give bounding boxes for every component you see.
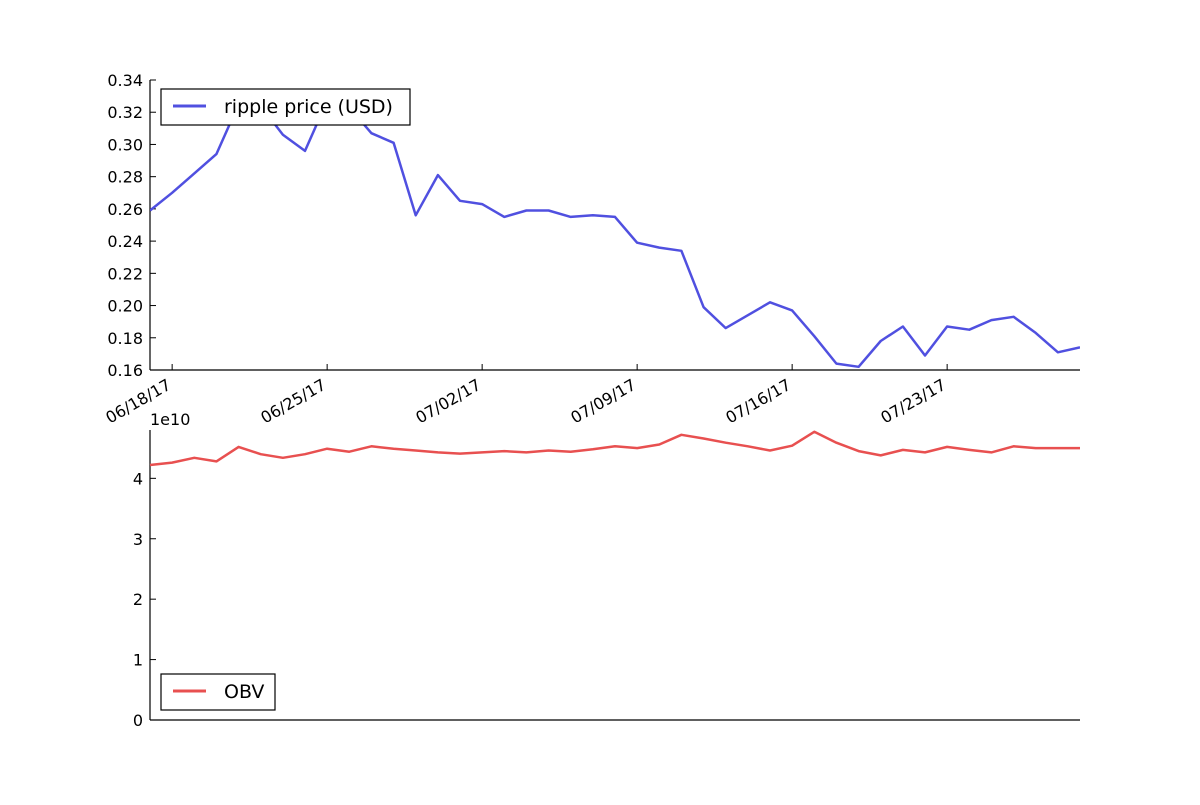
obv-y-tick-label: 1: [133, 651, 143, 670]
price-x-tick-label: 07/02/17: [412, 375, 484, 427]
obv-y-tick-label: 4: [133, 469, 143, 488]
price-y-tick-label: 0.34: [107, 71, 143, 90]
price-y-tick-label: 0.18: [107, 329, 143, 348]
price-line: [150, 99, 1080, 369]
price-panel: 0.16 0.18 0.20 0.22 0.24 0.26 0.28 0.30 0.32 0.34…: [102, 71, 1080, 427]
obv-legend: OBV: [160, 673, 276, 711]
obv-y-tick-label: 0: [133, 711, 143, 730]
obv-panel: 0 1 2 3 4 1e10 OBV: [133, 410, 1080, 730]
price-legend: ripple price (USD): [160, 88, 411, 126]
price-y-tick-label: 0.20: [107, 297, 143, 316]
price-y-ticks: 0.16 0.18 0.20 0.22 0.24 0.26 0.28 0.30 0.32 0.34: [107, 71, 156, 380]
obv-exponent-label: 1e10: [150, 410, 190, 429]
price-y-tick-label: 0.28: [107, 168, 143, 187]
price-y-tick-label: 0.22: [107, 264, 143, 283]
obv-y-ticks: 0 1 2 3 4: [133, 469, 156, 730]
price-x-ticks: 06/18/17 06/25/17 07/02/17 07/09/17 07/16/17…: [102, 364, 949, 427]
price-y-tick-label: 0.24: [107, 232, 143, 251]
price-series: [150, 99, 1080, 369]
price-y-tick-label: 0.16: [107, 361, 143, 380]
obv-y-tick-label: 3: [133, 530, 143, 549]
price-y-tick-label: 0.32: [107, 103, 143, 122]
price-y-tick-label: 0.30: [107, 135, 143, 154]
price-y-tick-label: 0.26: [107, 200, 143, 219]
price-x-tick-label: 07/23/17: [877, 375, 949, 427]
price-x-tick-label: 06/25/17: [257, 375, 329, 427]
obv-y-tick-label: 2: [133, 590, 143, 609]
obv-series: [149, 430, 1080, 467]
obv-legend-label: OBV: [224, 681, 264, 703]
price-x-tick-label: 07/09/17: [567, 375, 639, 427]
price-legend-label: ripple price (USD): [224, 96, 393, 118]
price-x-tick-label: 07/16/17: [722, 375, 794, 427]
obv-line: [149, 430, 1080, 467]
